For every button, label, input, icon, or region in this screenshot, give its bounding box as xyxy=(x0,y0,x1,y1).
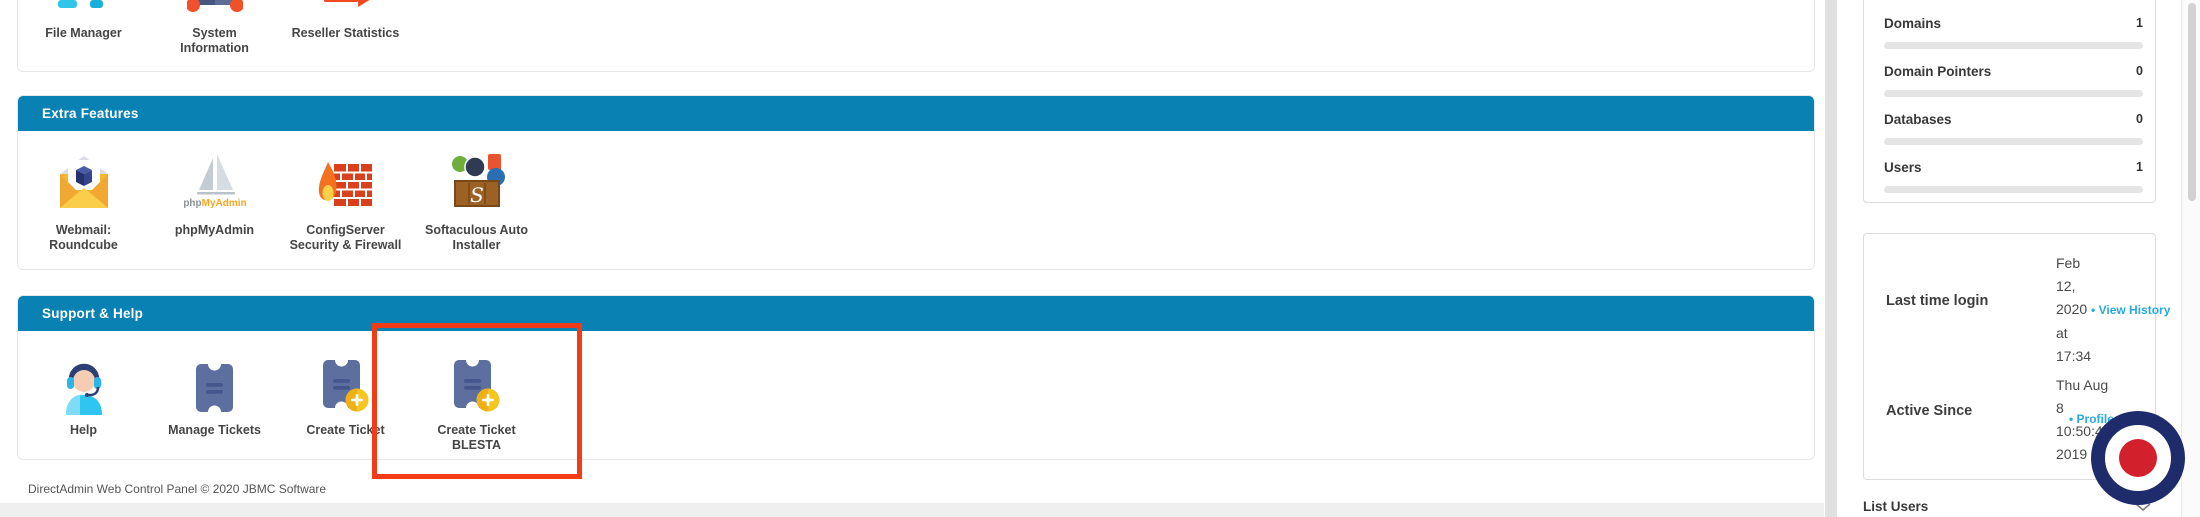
last-login-line: at xyxy=(2056,325,2068,341)
page-bottom-band xyxy=(0,503,1824,517)
content-divider xyxy=(1825,0,1837,517)
usage-stats-card: Domains 1 Domain Pointers 0 Databases 0 … xyxy=(1863,0,2156,203)
stat-label: Users xyxy=(1884,159,1922,175)
stat-progress-bar xyxy=(1884,186,2143,193)
shortcut-manage-tickets[interactable]: Manage Tickets xyxy=(149,331,280,453)
last-login-line: 12, xyxy=(2056,278,2076,294)
shortcut-label: phpMyAdmin xyxy=(174,223,255,237)
shortcut-label: ConfigServer Security & Firewall xyxy=(289,223,402,252)
shortcut-label: Create Ticket BLESTA xyxy=(437,423,516,452)
shortcut-create-ticket-blesta[interactable]: Create Ticket BLESTA xyxy=(411,331,542,453)
ticket-icon xyxy=(192,352,238,416)
shortcut-label: System Information xyxy=(180,26,249,55)
scrollbar-thumb[interactable] xyxy=(2188,3,2196,201)
system-information-icon xyxy=(186,0,243,19)
stat-progress-bar xyxy=(1884,42,2143,49)
highlight-rectangle xyxy=(372,323,582,479)
stat-value: 1 xyxy=(2136,16,2143,30)
shortcut-file-manager[interactable]: File Manager xyxy=(18,0,149,56)
last-login-line: 2020 • View History xyxy=(2056,301,2171,317)
target-roundel-center xyxy=(2119,439,2157,477)
shortcut-system-information[interactable]: System Information xyxy=(149,0,280,56)
shortcut-webmail-roundcube[interactable]: Webmail: Roundcube xyxy=(18,131,149,253)
shortcut-create-ticket[interactable]: Create Ticket xyxy=(280,331,411,453)
stat-label: Databases xyxy=(1884,111,1952,127)
last-login-value: Feb 12, 2020 • View History at 17:34 xyxy=(2056,252,2170,368)
stat-progress-bar xyxy=(1884,138,2143,145)
footer-copyright: DirectAdmin Web Control Panel © 2020 JBM… xyxy=(28,482,327,496)
shortcut-reseller-statistics[interactable]: Reseller Statistics xyxy=(280,0,411,56)
stat-label: Domains xyxy=(1884,15,1942,31)
softaculous-icon: S xyxy=(445,152,509,216)
shortcut-softaculous[interactable]: S Softaculous Auto Installer xyxy=(411,131,542,253)
shortcut-help[interactable]: Help xyxy=(18,331,149,453)
ticket-add-icon xyxy=(452,352,502,416)
phpmyadmin-icon: phpMyAdmin xyxy=(183,152,247,216)
extra-features-row: Webmail: Roundcube phpMyAdmin phpMyAdmin xyxy=(18,131,1814,253)
shortcut-row: File Manager System Information xyxy=(18,0,1814,56)
shortcut-label: Reseller Statistics xyxy=(291,26,400,40)
active-since-line: 2019 xyxy=(2056,446,2088,462)
active-since-label: Active Since xyxy=(1886,403,1973,419)
stat-value: 0 xyxy=(2136,112,2143,126)
stat-value: 0 xyxy=(2136,64,2143,78)
support-help-header: Support & Help xyxy=(18,296,1814,331)
ticket-add-icon xyxy=(321,352,371,416)
stat-row-databases: Databases 0 xyxy=(1884,109,2143,145)
last-login-label: Last time login xyxy=(1886,293,1989,309)
shortcut-label: Manage Tickets xyxy=(168,423,261,437)
target-roundel-overlay xyxy=(2091,411,2185,505)
stat-row-users: Users 1 xyxy=(1884,157,2143,193)
list-users-section[interactable]: List Users xyxy=(1863,496,2158,517)
stat-progress-bar xyxy=(1884,90,2143,97)
svg-text:phpMyAdmin: phpMyAdmin xyxy=(183,198,246,209)
shortcut-configserver-firewall[interactable]: ConfigServer Security & Firewall xyxy=(280,131,411,253)
stat-label: Domain Pointers xyxy=(1884,63,1992,79)
active-since-value: Thu Aug 8 10:50:41 2019 xyxy=(2056,374,2111,466)
stat-row-domain-pointers: Domain Pointers 0 xyxy=(1884,61,2143,97)
list-users-label: List Users xyxy=(1863,499,1929,514)
shortcut-label: File Manager xyxy=(45,26,122,40)
chevron-down-icon xyxy=(2135,502,2151,511)
shortcut-label: Webmail: Roundcube xyxy=(49,223,118,252)
last-login-line: Feb xyxy=(2056,255,2081,271)
file-manager-icon xyxy=(56,0,112,19)
webmail-roundcube-icon xyxy=(52,152,116,216)
profile-link[interactable]: • Profile xyxy=(2069,412,2114,426)
scrollbar-track[interactable] xyxy=(2181,0,2200,517)
configserver-firewall-icon xyxy=(314,152,378,216)
support-help-row: Help Manage Tickets xyxy=(18,331,1814,453)
stat-value: 1 xyxy=(2136,160,2143,174)
active-since-line: Thu Aug xyxy=(2056,377,2109,393)
shortcut-label: Help xyxy=(69,423,98,437)
extra-features-header: Extra Features xyxy=(18,96,1814,131)
reseller-statistics-icon xyxy=(318,0,374,19)
help-headset-icon xyxy=(56,352,112,416)
active-since-line: 8 xyxy=(2056,400,2064,416)
stat-row-domains: Domains 1 xyxy=(1884,13,2143,49)
last-login-line: 17:34 xyxy=(2056,348,2092,364)
shortcuts-card: File Manager System Information xyxy=(17,0,1815,72)
view-history-link[interactable]: • View History xyxy=(2091,303,2171,317)
shortcut-phpmyadmin[interactable]: phpMyAdmin phpMyAdmin xyxy=(149,131,280,253)
svg-text:S: S xyxy=(470,183,484,207)
support-help-card: Support & Help Help xyxy=(17,295,1815,460)
extra-features-card: Extra Features Webmail: xyxy=(17,95,1815,270)
shortcut-label: Softaculous Auto Installer xyxy=(424,223,528,252)
